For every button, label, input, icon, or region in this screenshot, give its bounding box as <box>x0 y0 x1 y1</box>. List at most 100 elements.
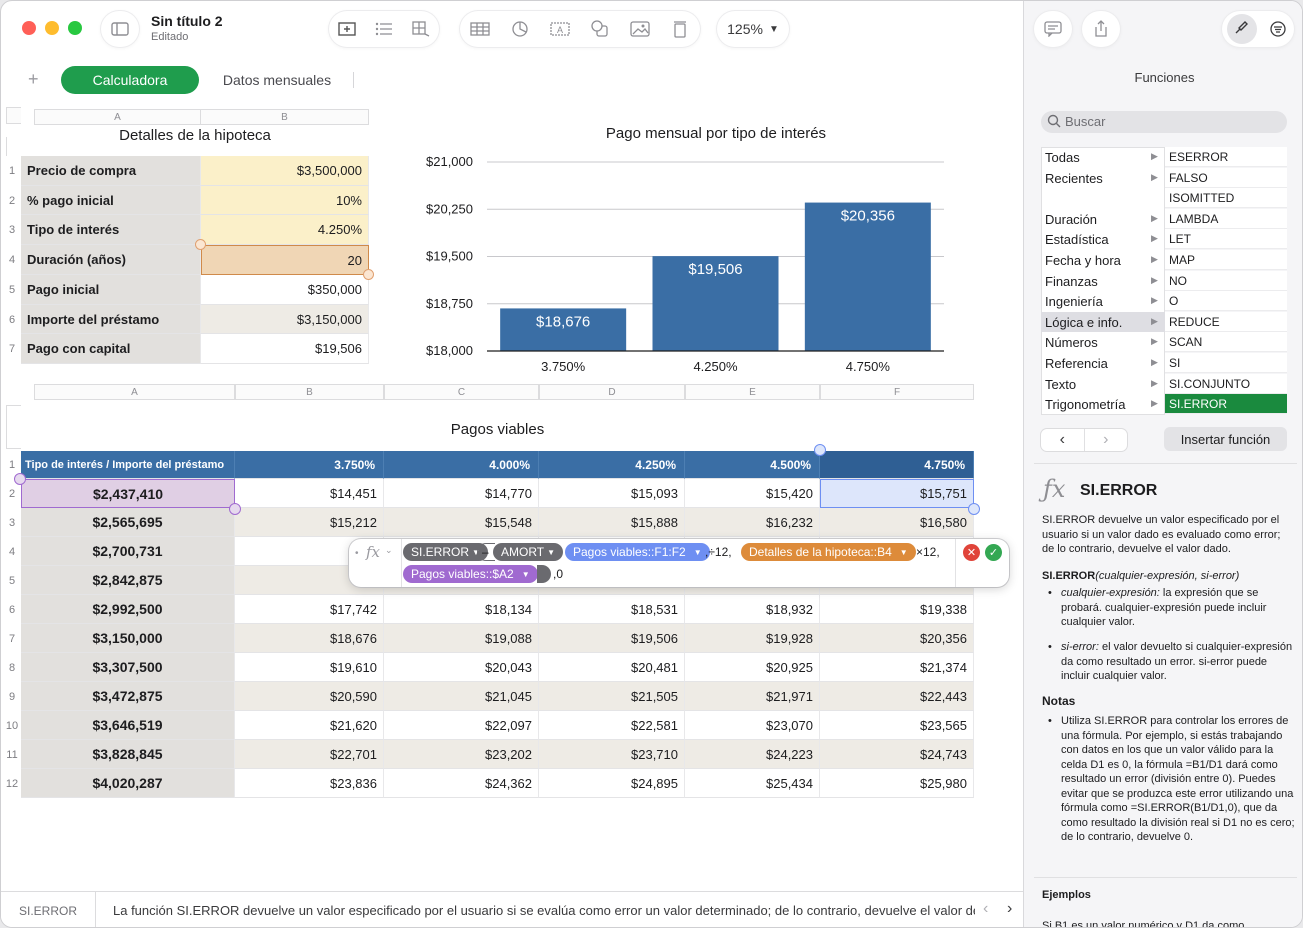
table-cell[interactable]: $20,043 <box>384 653 539 682</box>
row-number[interactable]: 7 <box>2 334 22 364</box>
minimize-window-button[interactable] <box>45 21 59 35</box>
table-cell[interactable]: $19,610 <box>235 653 384 682</box>
table-cell[interactable]: $3,828,845 <box>21 740 235 769</box>
chevron-left-icon[interactable]: ‹ <box>983 900 989 917</box>
row-number[interactable]: 1 <box>2 156 22 186</box>
row-number[interactable]: 4 <box>2 537 22 566</box>
function-item[interactable]: SI.ERROR <box>1165 394 1287 414</box>
table-cell[interactable]: $19,506 <box>539 624 685 653</box>
zoom-window-button[interactable] <box>68 21 82 35</box>
document-title[interactable]: Sin título 2 <box>151 13 223 29</box>
table-format-icon[interactable] <box>410 18 432 40</box>
category-item[interactable]: Finanzas <box>1045 273 1098 289</box>
shape-icon[interactable] <box>589 18 611 40</box>
table-cell[interactable]: $25,434 <box>685 769 820 798</box>
category-item[interactable]: Recientes <box>1045 170 1103 186</box>
table-cell-label[interactable]: Importe del préstamo <box>21 305 201 334</box>
category-item[interactable]: Trigonometría <box>1045 396 1126 412</box>
function-item[interactable]: MAP <box>1165 250 1287 270</box>
table-header-cell[interactable]: 4.000% <box>384 451 539 479</box>
table-cell[interactable]: $24,223 <box>685 740 820 769</box>
function-item[interactable]: SI <box>1165 353 1287 373</box>
row-number[interactable]: 6 <box>2 305 22 334</box>
table-cell[interactable]: $16,232 <box>685 508 820 537</box>
chart-title[interactable]: Pago mensual por tipo de interés <box>605 125 827 142</box>
function-item[interactable]: ISOMITTED <box>1165 188 1287 208</box>
row-number[interactable]: 2 <box>2 186 22 215</box>
column-header-e[interactable]: E <box>685 384 820 400</box>
sidebar-toggle-button[interactable] <box>101 11 139 47</box>
category-item[interactable]: Todas <box>1045 149 1080 165</box>
table-cell[interactable]: $15,093 <box>539 479 685 508</box>
table-cell[interactable]: $23,202 <box>384 740 539 769</box>
table-cell[interactable]: $23,070 <box>685 711 820 740</box>
table-cell[interactable]: $24,743 <box>820 740 974 769</box>
add-sheet-button[interactable]: + <box>28 69 39 89</box>
function-item[interactable]: SI.CONJUNTO <box>1165 374 1287 394</box>
function-item[interactable]: LAMBDA <box>1165 209 1287 229</box>
table-cell[interactable]: $21,045 <box>384 682 539 711</box>
row-number[interactable]: 9 <box>2 682 22 711</box>
table-cell[interactable]: $2,700,731 <box>21 537 235 566</box>
table-cell[interactable]: $17,742 <box>235 595 384 624</box>
insert-table-row-icon[interactable] <box>336 18 358 40</box>
cancel-formula-button[interactable]: ✕ <box>963 544 980 561</box>
function-item[interactable]: ESERROR <box>1165 147 1287 167</box>
table-cell[interactable]: $21,505 <box>539 682 685 711</box>
chevron-left-icon[interactable]: ‹ <box>1041 429 1085 451</box>
row-number[interactable]: 1 <box>2 451 22 479</box>
function-token-si-error[interactable]: SI.ERROR ▼ <box>403 543 488 561</box>
table-cell[interactable]: $18,134 <box>384 595 539 624</box>
table-cell-label[interactable]: Pago con capital <box>21 334 201 364</box>
row-number[interactable]: 5 <box>2 566 22 595</box>
table-cell[interactable]: $3,307,500 <box>21 653 235 682</box>
table-cell[interactable]: $20,356 <box>820 624 974 653</box>
function-item[interactable]: LET <box>1165 229 1287 249</box>
table-cell-label[interactable]: Pago inicial <box>21 275 201 305</box>
table-cell[interactable]: $4,020,287 <box>21 769 235 798</box>
insert-function-button[interactable]: Insertar función <box>1164 427 1287 451</box>
table-cell[interactable]: $20,481 <box>539 653 685 682</box>
column-header-b[interactable]: B <box>200 109 369 125</box>
close-window-button[interactable] <box>22 21 36 35</box>
chevron-right-icon[interactable]: › <box>1007 900 1013 917</box>
table-cell[interactable]: $22,581 <box>539 711 685 740</box>
accept-formula-button[interactable]: ✓ <box>985 544 1002 561</box>
table-cell[interactable]: $18,531 <box>539 595 685 624</box>
table-cell[interactable]: $15,420 <box>685 479 820 508</box>
table-header-cell[interactable]: 4.250% <box>539 451 685 479</box>
row-number[interactable]: 7 <box>2 624 22 653</box>
function-item[interactable]: NO <box>1165 271 1287 291</box>
reference-token-b4[interactable]: Detalles de la hipoteca::B4 ▼ <box>741 543 916 561</box>
tab-calculadora[interactable]: Calculadora <box>61 66 199 94</box>
row-number[interactable]: 12 <box>2 769 22 798</box>
category-item[interactable]: Referencia <box>1045 355 1108 371</box>
media-icon[interactable] <box>629 18 651 40</box>
chart-bar[interactable] <box>804 202 931 351</box>
table-cell[interactable]: $21,620 <box>235 711 384 740</box>
table-cell-value[interactable]: 4.250% <box>201 215 369 245</box>
table-cell[interactable]: $16,580 <box>820 508 974 537</box>
table-cell-label[interactable]: Duración (años) <box>21 245 201 275</box>
category-item[interactable]: Estadística <box>1045 231 1109 247</box>
tab-datos-mensuales[interactable]: Datos mensuales <box>222 72 332 88</box>
table-cell[interactable]: $15,751 <box>820 479 974 508</box>
zoom-menu[interactable]: 125% ▼ <box>717 11 789 47</box>
table-cell[interactable]: $23,565 <box>820 711 974 740</box>
row-number[interactable]: 6 <box>2 595 22 624</box>
function-item[interactable]: O <box>1165 291 1287 311</box>
function-item[interactable]: SCAN <box>1165 332 1287 352</box>
table-cell[interactable]: $24,895 <box>539 769 685 798</box>
row-number[interactable]: 8 <box>2 653 22 682</box>
table-cell[interactable]: $15,548 <box>384 508 539 537</box>
table-header-cell[interactable]: Tipo de interés / Importe del préstamo <box>21 451 235 479</box>
table-cell[interactable]: $19,928 <box>685 624 820 653</box>
table-cell[interactable]: $3,472,875 <box>21 682 235 711</box>
table-cell[interactable]: $22,443 <box>820 682 974 711</box>
row-number[interactable]: 5 <box>2 275 22 305</box>
selection-handle[interactable] <box>195 239 206 250</box>
chart-icon[interactable] <box>509 18 531 40</box>
row-number[interactable]: 4 <box>2 245 22 275</box>
column-header-f[interactable]: F <box>820 384 974 400</box>
bar-chart[interactable]: $21,000 $20,250 $19,500 $18,750 $18,000 $18,6… <box>401 141 961 381</box>
